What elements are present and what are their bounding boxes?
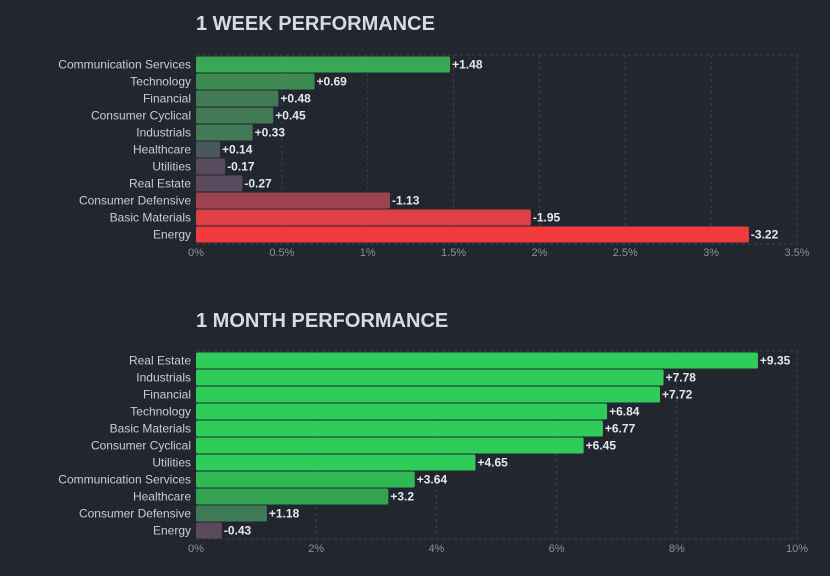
x-tick-label: 2% <box>531 247 547 259</box>
category-label: Industrials <box>136 371 191 385</box>
value-label: -0.27 <box>244 177 272 191</box>
category-label: Real Estate <box>129 177 191 191</box>
category-label: Energy <box>153 228 191 242</box>
value-label: +7.78 <box>666 371 697 385</box>
bar <box>196 141 221 158</box>
bar <box>196 471 415 488</box>
category-label: Technology <box>130 75 191 89</box>
category-label: Consumer Cyclical <box>91 439 191 453</box>
x-tick-label: 0.5% <box>269 247 294 259</box>
category-label: Consumer Cyclical <box>91 109 191 123</box>
x-tick-label: 10% <box>786 543 808 555</box>
value-label: +6.77 <box>605 422 636 436</box>
value-label: +6.84 <box>609 405 640 419</box>
month-performance-chart: 0% 2% 4% 6% 8% 10% Real Estate +9.35 Industrials… <box>58 350 808 555</box>
value-label: +0.45 <box>275 109 306 123</box>
category-label: Communication Services <box>58 58 191 72</box>
category-label: Energy <box>153 524 191 538</box>
bar <box>196 369 664 386</box>
category-label: Utilities <box>152 456 191 470</box>
bar <box>196 403 608 420</box>
bar <box>196 158 226 175</box>
value-label: +3.2 <box>390 490 414 504</box>
value-label: +1.18 <box>269 507 300 521</box>
bar <box>196 124 253 141</box>
value-label: +3.64 <box>417 473 448 487</box>
x-tick-label: 8% <box>669 543 685 555</box>
category-label: Basic Materials <box>110 422 191 436</box>
category-label: Basic Materials <box>110 211 191 225</box>
bar <box>196 505 267 522</box>
value-label: +7.72 <box>662 388 693 402</box>
bar <box>196 209 531 226</box>
category-label: Real Estate <box>129 354 191 368</box>
category-label: Financial <box>143 92 191 106</box>
bar <box>196 522 222 539</box>
bar <box>196 56 451 73</box>
x-tick-label: 3% <box>703 247 719 259</box>
category-label: Healthcare <box>133 143 191 157</box>
value-label: +0.33 <box>255 126 286 140</box>
category-label: Consumer Defensive <box>79 507 191 521</box>
value-label: -1.13 <box>392 194 420 208</box>
bar <box>196 437 584 454</box>
week-chart-title: 1 WEEK PERFORMANCE <box>196 13 435 35</box>
category-label: Healthcare <box>133 490 191 504</box>
value-label: +0.69 <box>316 75 347 89</box>
category-label: Industrials <box>136 126 191 140</box>
value-label: +9.35 <box>760 354 791 368</box>
value-label: +0.14 <box>222 143 253 157</box>
value-label: -0.43 <box>224 524 252 538</box>
value-label: +0.48 <box>280 92 311 106</box>
bar <box>196 73 315 90</box>
x-tick-label: 3.5% <box>784 247 809 259</box>
x-tick-label: 0% <box>188 247 204 259</box>
value-label: -3.22 <box>751 228 779 242</box>
bar <box>196 352 758 369</box>
bar <box>196 175 243 192</box>
category-label: Financial <box>143 388 191 402</box>
value-label: +6.45 <box>586 439 617 453</box>
bar <box>196 386 660 403</box>
bar <box>196 420 603 437</box>
x-tick-label: 4% <box>428 543 444 555</box>
value-label: -0.17 <box>227 160 255 174</box>
month-chart-title: 1 MONTH PERFORMANCE <box>196 310 449 332</box>
x-tick-label: 2% <box>308 543 324 555</box>
value-label: +4.65 <box>477 456 508 470</box>
x-tick-label: 1.5% <box>441 247 466 259</box>
category-label: Utilities <box>152 160 191 174</box>
category-label: Communication Services <box>58 473 191 487</box>
week-performance-chart: 0% 0.5% 1% 1.5% 2% 2.5% 3% 3.5% Communication Se… <box>58 54 810 259</box>
x-tick-label: 0% <box>188 543 204 555</box>
x-tick-label: 2.5% <box>613 247 638 259</box>
bar <box>196 454 476 471</box>
x-tick-label: 1% <box>360 247 376 259</box>
bar <box>196 226 749 243</box>
category-label: Technology <box>130 405 191 419</box>
category-label: Consumer Defensive <box>79 194 191 208</box>
bar <box>196 192 391 209</box>
x-tick-label: 6% <box>549 543 565 555</box>
bar <box>196 488 389 505</box>
value-label: +1.48 <box>452 58 483 72</box>
bar <box>196 107 274 124</box>
bar <box>196 90 279 107</box>
value-label: -1.95 <box>533 211 561 225</box>
